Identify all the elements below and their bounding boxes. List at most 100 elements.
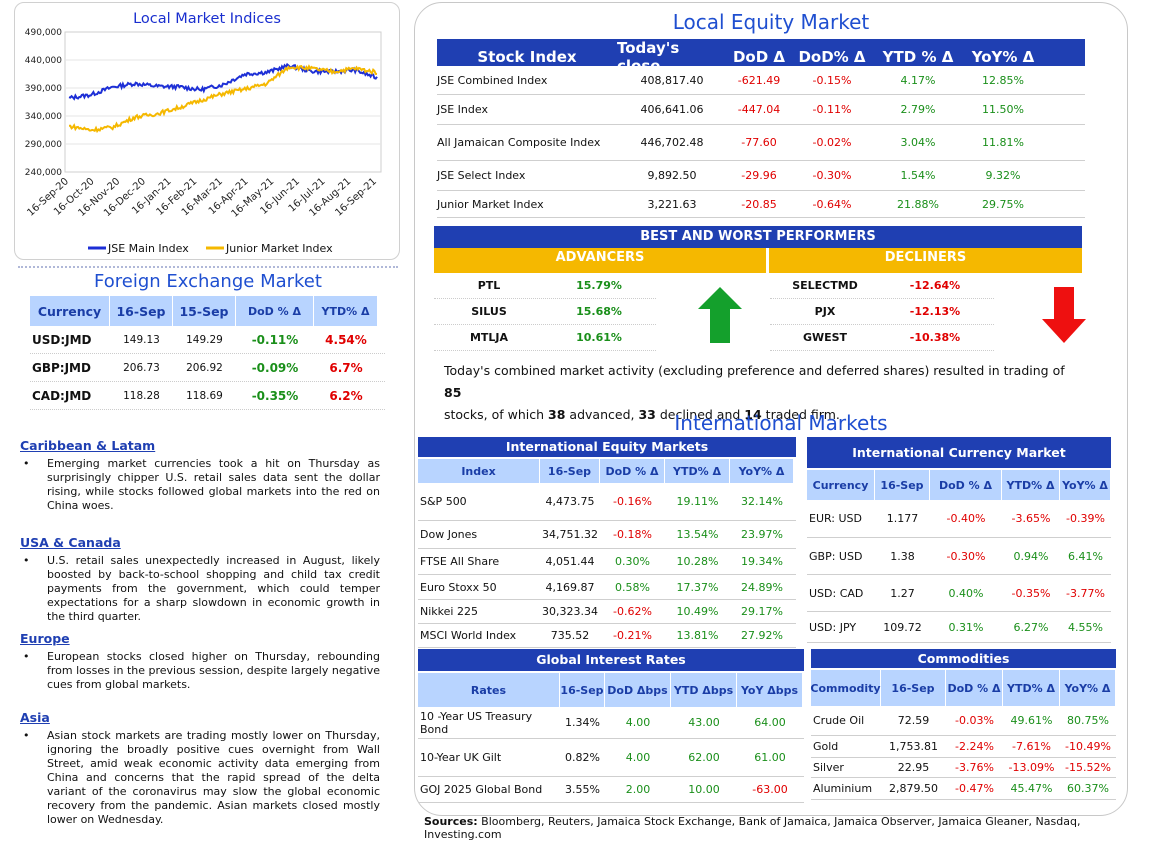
currency-yoy: -0.39% [1066, 512, 1105, 525]
y-tick-label: 440,000 [25, 56, 62, 66]
fx-cell-dod: -0.09% [251, 360, 299, 375]
commodities-dod: -0.47% [955, 782, 994, 795]
fx-header-cell: Currency [30, 296, 109, 326]
currency-yoy: -3.77% [1066, 586, 1105, 600]
equity-header-row: Stock Index Today's close DoD Δ DoD% Δ YTD %… [437, 39, 1085, 75]
equity-dod: 0.58% [615, 580, 650, 594]
local-indices-title: Local Market Indices [133, 11, 281, 27]
equity-yoy: 29.17% [741, 605, 783, 618]
equity-title: International Equity Markets [418, 437, 796, 457]
sources-text: Bloomberg, Reuters, Jamaica Stock Exchan… [424, 815, 1081, 841]
rates-ytd: 62.00 [688, 751, 720, 764]
local-equity-table: Stock Index Today's close DoD Δ DoD% Δ YTD %… [437, 39, 1085, 218]
decliners-header: DECLINERS [769, 248, 1082, 273]
equity-row: JSE Combined Index 408,817.40 -621.49 -0.15… [437, 66, 1085, 95]
commodities-header-cell: 16-Sep [881, 670, 945, 706]
rates-header-cell: 16-Sep [560, 673, 604, 707]
fx-header-cell: 16-Sep [110, 296, 172, 326]
equity-name: FTSE All Share [420, 555, 500, 568]
commodities-title: Commodities [811, 649, 1116, 668]
y-tick-label: 290,000 [25, 140, 62, 150]
equity-value: 4,473.75 [545, 495, 595, 508]
equity-row: Nikkei 225 30,323.34 -0.62% 10.49% 29.17% [418, 600, 796, 624]
currency-row: GBP: USD 1.38 -0.30% 0.94% 6.41% [807, 538, 1111, 575]
currency-header-cell: YoY% Δ [1060, 470, 1110, 500]
count-firm: 14 [744, 407, 762, 422]
equity-header-cell: Index [418, 459, 539, 483]
news-region-heading[interactable]: Caribbean & Latam [20, 438, 156, 453]
news-region-heading[interactable]: Asia [20, 710, 50, 725]
count-total: 85 [444, 385, 462, 400]
equity-dodp: -0.30% [812, 169, 852, 182]
equity-ytd: 13.54% [676, 528, 719, 541]
commodities-value: 1,753.81 [889, 740, 938, 753]
fx-header-row: Currency 16-Sep 15-Sep DoD % Δ YTD% Δ [30, 296, 385, 326]
equity-row: JSE Index 406,641.06 -447.04 -0.11% 2.79% 11.… [437, 95, 1085, 125]
fx-header-cell: DoD % Δ [236, 296, 313, 326]
plot-area [64, 31, 382, 173]
currency-dod: -0.40% [946, 512, 986, 525]
commodities-value: 22.95 [897, 761, 930, 774]
performer-percent: -10.38% [909, 331, 961, 344]
equity-dod: -0.18% [613, 528, 652, 541]
equity-header-cell: 16-Sep [540, 459, 599, 483]
currency-yoy: 4.55% [1068, 620, 1103, 634]
news-text: Asian stock markets are trading mostly l… [20, 729, 380, 827]
equity-name: Dow Jones [420, 528, 478, 541]
rates-header-cell: YTD Δbps [671, 673, 736, 707]
equity-dod: -0.21% [613, 629, 652, 642]
fx-cell-ytd: 4.54% [325, 332, 367, 347]
equity-ytd: 19.11% [676, 495, 719, 508]
rates-value: 0.82% [565, 751, 600, 764]
equity-index-name: All Jamaican Composite Index [437, 136, 601, 149]
advancers-list: PTL 15.79% SILUS 15.68% MTLJA 10.61% [434, 273, 656, 351]
equity-dod: -29.96 [741, 169, 777, 182]
equity-value: 735.52 [550, 629, 590, 642]
equity-dodp: -0.64% [812, 197, 852, 211]
equity-yoy: 11.50% [982, 103, 1024, 116]
news-text: European stocks closed higher on Thursda… [20, 650, 380, 692]
news-block: Europe European stocks closed higher on T… [20, 631, 380, 692]
news-region-heading[interactable]: Europe [20, 631, 70, 646]
news-region-heading[interactable]: USA & Canada [20, 535, 121, 550]
equity-header-cell: DoD % Δ [600, 459, 664, 483]
fx-cell-dod: -0.35% [251, 388, 299, 403]
fx-cell-d1: 149.13 [123, 333, 160, 346]
currency-title: International Currency Market [807, 437, 1111, 468]
rates-ytd: 43.00 [688, 716, 720, 729]
fx-row: CAD:JMD 118.28 118.69 -0.35% 6.2% [30, 382, 385, 410]
rates-header-cell: DoD Δbps [605, 673, 670, 707]
currency-name: GBP: USD [809, 549, 863, 563]
legend-label: JSE Main Index [107, 242, 189, 255]
equity-header-cell: YTD % Δ [882, 48, 954, 66]
commodities-yoy: 60.37% [1067, 782, 1109, 795]
equity-dod: -621.49 [737, 73, 781, 87]
equity-yoy: 32.14% [741, 495, 783, 508]
fx-divider [18, 266, 398, 268]
news-text: Emerging market currencies took a hit on… [20, 457, 380, 513]
rates-yoy: 61.00 [754, 751, 786, 764]
fx-title: Foreign Exchange Market [94, 271, 322, 292]
intl-equity-table: International Equity Markets Index 16-Sep D… [418, 437, 796, 648]
summary-text-2: stocks, of which [444, 407, 549, 422]
commodities-name: Gold [813, 740, 839, 753]
fx-cell-d2: 118.69 [186, 389, 223, 402]
equity-dodp: -0.02% [812, 136, 852, 149]
equity-ytd: 2.79% [900, 103, 936, 116]
fx-cell-ytd: 6.2% [329, 388, 363, 403]
y-tick-label: 390,000 [25, 84, 62, 94]
currency-value: 109.72 [883, 620, 922, 634]
count-advanced: 38 [548, 407, 566, 422]
summary-text-1: Today's combined market activity (exclud… [444, 363, 1065, 378]
equity-yoy: 11.81% [982, 136, 1024, 149]
fx-table: Currency 16-Sep 15-Sep DoD % Δ YTD% Δ USD:JMD… [30, 296, 385, 410]
currency-ytd: -0.35% [1011, 586, 1051, 600]
commodities-name: Silver [813, 761, 844, 774]
equity-ytd: 17.37% [676, 580, 719, 594]
equity-yoy: 23.97% [741, 528, 783, 541]
equity-value: 4,051.44 [545, 555, 595, 568]
currency-header-cell: 16-Sep [875, 470, 929, 500]
equity-row: MSCI World Index 735.52 -0.21% 13.81% 27.92% [418, 624, 796, 648]
rates-header-row: Rates 16-Sep DoD Δbps YTD Δbps YoY Δbps [418, 673, 804, 707]
advancers-row: MTLJA 10.61% [434, 325, 656, 351]
